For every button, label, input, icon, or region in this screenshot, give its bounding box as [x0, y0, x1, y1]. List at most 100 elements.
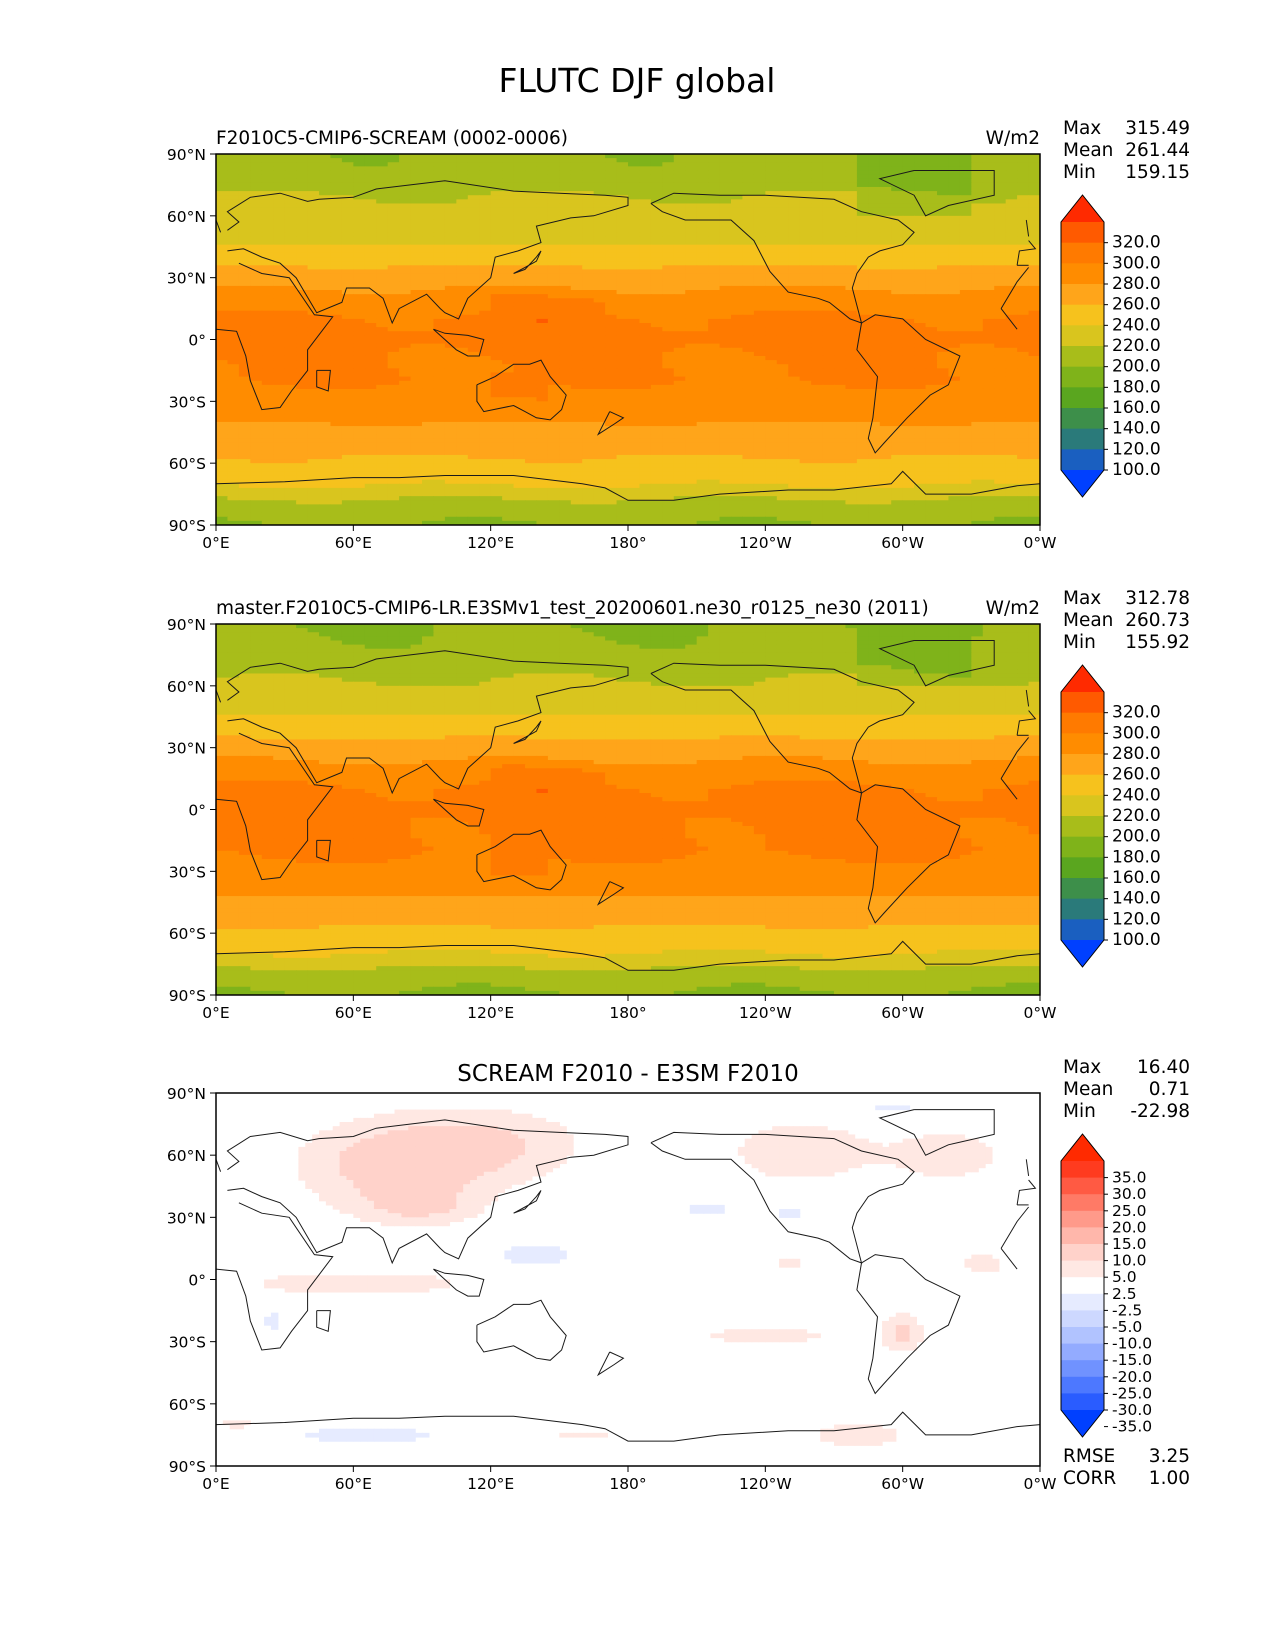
colorbar-tick-label: -25.0 [1112, 1384, 1152, 1402]
colorbar-tick-label: 10.0 [1112, 1252, 1147, 1270]
colorbar-swatch [1061, 1260, 1104, 1278]
colorbar-tick-label: 25.0 [1112, 1202, 1147, 1220]
stat-label-min: Min [1063, 632, 1096, 653]
y-tick-label: 0° [188, 802, 206, 820]
colorbar-tick-label: 320.0 [1112, 703, 1161, 723]
colorbar-tick-label: -30.0 [1112, 1401, 1152, 1419]
x-tick-label: 180° [609, 1475, 646, 1493]
colorbar-swatch [1061, 1194, 1104, 1212]
colorbar-tick-label: 180.0 [1112, 847, 1161, 867]
colorbar-tick-label: 260.0 [1112, 295, 1161, 315]
colorbar-tick-label: 220.0 [1112, 806, 1161, 826]
x-tick-label: 0°W [1024, 1475, 1057, 1493]
colorbar-swatch [1061, 754, 1104, 776]
stat-label-corr: CORR [1063, 1468, 1116, 1489]
colorbar-swatch [1061, 222, 1104, 244]
x-tick-label: 180° [609, 1004, 646, 1022]
panel-units: W/m2 [986, 598, 1040, 619]
colorbar-swatch [1061, 1227, 1104, 1245]
stat-value-mean: 260.73 [1125, 610, 1190, 631]
colorbar-swatch [1061, 387, 1104, 409]
x-tick-label: 120°W [739, 1475, 792, 1493]
stat-value-max: 16.40 [1137, 1057, 1190, 1078]
colorbar-swatch [1061, 325, 1104, 347]
colorbar-swatch [1061, 346, 1104, 368]
colorbar-extension-bottom [1061, 940, 1104, 967]
map-panel-1: F2010C5-CMIP6-SCREAM (0002-0006) W/m2 Max 3… [167, 118, 1190, 552]
y-tick-label: 90°N [167, 616, 206, 634]
heatmap-field [216, 154, 1040, 525]
colorbar-tick-label: -5.0 [1112, 1318, 1142, 1336]
stat-label-max: Max [1063, 1057, 1101, 1078]
x-tick-label: 60°E [335, 1475, 372, 1493]
colorbar-tick-label: 100.0 [1112, 930, 1161, 950]
colorbar-extension-top [1061, 1134, 1104, 1161]
colorbar: 320.0300.0280.0260.0240.0220.0200.0180.0… [1060, 664, 1161, 968]
x-tick-label: 60°W [881, 1475, 924, 1493]
figure-title: FLUTC DJF global [499, 61, 776, 100]
stat-label-mean: Mean [1063, 610, 1113, 631]
x-tick-label: 60°W [881, 534, 924, 552]
colorbar-tick-label: 30.0 [1112, 1185, 1147, 1203]
stat-value-max: 315.49 [1125, 118, 1190, 139]
colorbar-tick-label: 220.0 [1112, 336, 1161, 356]
stat-label-min: Min [1063, 1101, 1096, 1122]
stat-value-mean: 0.71 [1149, 1079, 1190, 1100]
colorbar-tick-label: -20.0 [1112, 1368, 1152, 1386]
x-tick-label: 60°E [335, 1004, 372, 1022]
colorbar-tick-label: 240.0 [1112, 315, 1161, 335]
x-tick-label: 120°W [739, 1004, 792, 1022]
stat-value-min: -22.98 [1130, 1101, 1190, 1122]
colorbar-swatch [1061, 1360, 1104, 1378]
x-tick-label: 120°E [467, 1004, 514, 1022]
stat-value-rmse: 3.25 [1149, 1446, 1190, 1467]
colorbar-swatch [1061, 733, 1104, 755]
colorbar-swatch [1061, 284, 1104, 306]
y-tick-label: 0° [188, 332, 206, 350]
y-tick-label: 90°N [167, 146, 206, 164]
colorbar-tick-label: 320.0 [1112, 233, 1161, 253]
x-tick-label: 120°W [739, 534, 792, 552]
y-tick-label: 60°S [169, 925, 206, 943]
colorbar-tick-label: 20.0 [1112, 1218, 1147, 1236]
y-tick-label: 30°S [169, 393, 206, 411]
x-tick-label: 60°W [881, 1004, 924, 1022]
x-tick-label: 60°E [335, 534, 372, 552]
colorbar-swatch [1061, 1244, 1104, 1262]
colorbar-tick-label: -35.0 [1112, 1418, 1152, 1436]
panel-title: F2010C5-CMIP6-SCREAM (0002-0006) [216, 128, 568, 149]
x-tick-label: 120°E [467, 1475, 514, 1493]
colorbar-extension-bottom [1061, 1410, 1104, 1437]
map-panel-2: master.F2010C5-CMIP6-LR.E3SMv1_test_2020… [167, 588, 1190, 1022]
colorbar-tick-label: 5.0 [1112, 1268, 1137, 1286]
stat-label-min: Min [1063, 162, 1096, 183]
colorbar-tick-label: 160.0 [1112, 398, 1161, 418]
colorbar-tick-label: 260.0 [1112, 765, 1161, 785]
x-tick-label: 0°E [202, 1004, 229, 1022]
colorbar-tick-label: 300.0 [1112, 723, 1161, 743]
colorbar-swatch [1061, 898, 1104, 920]
colorbar-swatch [1061, 1293, 1104, 1311]
stat-value-min: 159.15 [1125, 162, 1190, 183]
colorbar-swatch [1061, 1310, 1104, 1328]
stat-value-max: 312.78 [1125, 588, 1190, 609]
x-tick-label: 180° [609, 534, 646, 552]
x-tick-label: 0°W [1024, 1004, 1057, 1022]
colorbar-tick-label: 280.0 [1112, 744, 1161, 764]
panel-units: W/m2 [986, 128, 1040, 149]
colorbar-swatch [1061, 408, 1104, 430]
colorbar-extension-bottom [1061, 470, 1104, 497]
colorbar-extension-top [1061, 665, 1104, 692]
colorbar-tick-label: 160.0 [1112, 868, 1161, 888]
colorbar-swatch [1061, 836, 1104, 858]
colorbar-swatch [1061, 263, 1104, 285]
y-tick-label: 0° [188, 1272, 206, 1290]
colorbar-swatch [1061, 795, 1104, 817]
colorbar-swatch [1061, 712, 1104, 734]
colorbar-swatch [1061, 1327, 1104, 1345]
y-tick-label: 60°N [167, 1147, 206, 1165]
stat-value-corr: 1.00 [1149, 1468, 1190, 1489]
colorbar-swatch [1061, 919, 1104, 941]
colorbar-swatch [1061, 1177, 1104, 1195]
